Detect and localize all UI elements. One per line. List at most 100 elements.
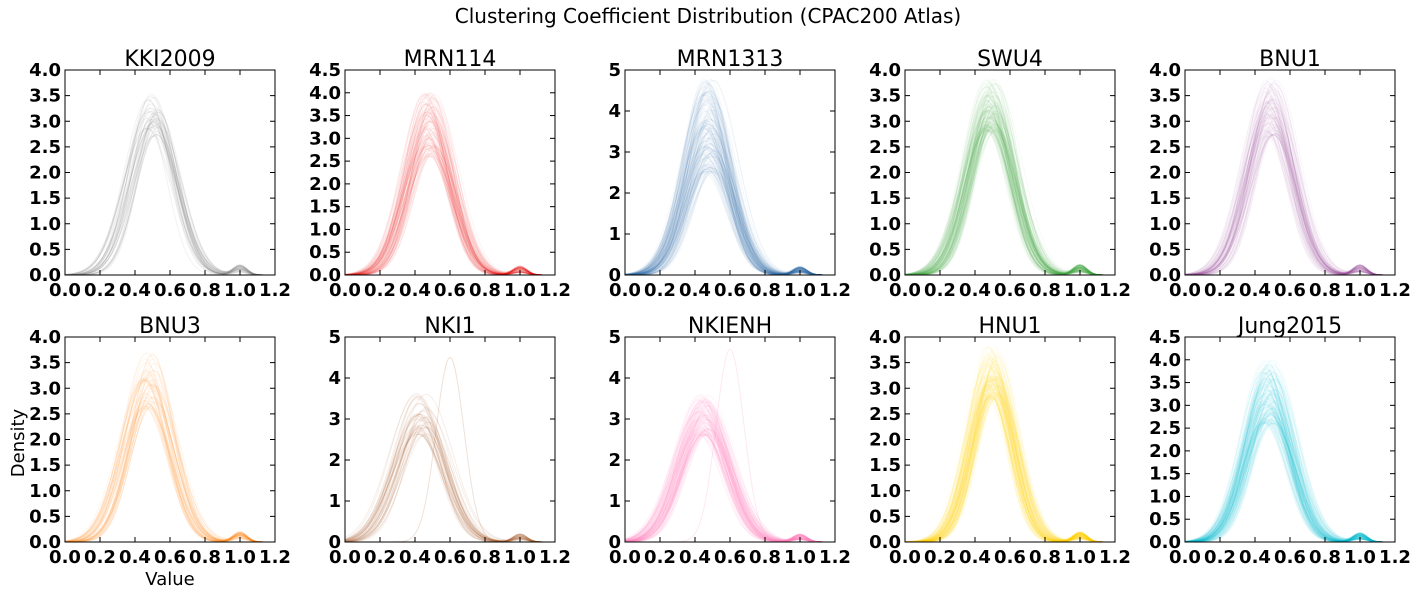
density-curve [65, 370, 275, 542]
panel-title-bnu1: BNU1 [1259, 47, 1321, 72]
density-curve [625, 155, 835, 275]
density-curve [625, 433, 835, 542]
panel-mrn1313: 0.0 0.2 0.4 0.6 0.8 1.0 1.2 0 1 2 3 4 5 MRN1313 [608, 47, 850, 301]
density-curve [1185, 378, 1395, 542]
density-curve [345, 103, 555, 275]
density-curve [625, 407, 835, 542]
density-curve [345, 128, 555, 275]
density-curve [625, 100, 835, 275]
density-curve [625, 398, 835, 542]
density-curve [625, 425, 835, 542]
density-curve [905, 123, 1115, 275]
density-curve [65, 380, 275, 542]
density-curve [65, 111, 275, 275]
density-curve [905, 125, 1115, 275]
density-curve [625, 414, 835, 542]
y-tick-label: 1.5 [869, 455, 901, 476]
density-curve [905, 95, 1115, 275]
density-curve [1185, 364, 1395, 542]
density-curve [905, 130, 1115, 275]
x-tick-label: 1.2 [539, 280, 571, 301]
density-curve [905, 99, 1115, 275]
density-curve [1185, 98, 1395, 275]
density-curve [905, 105, 1115, 275]
x-tick-label: 1.2 [1379, 547, 1411, 568]
y-tick-label: 1 [608, 224, 621, 245]
density-curve [1185, 124, 1395, 275]
density-curve [345, 93, 555, 275]
density-curve [625, 405, 835, 542]
y-tick-label: 1.0 [1149, 214, 1181, 235]
density-curve [625, 399, 835, 542]
density-curve [905, 375, 1115, 542]
density-curve [625, 424, 835, 542]
y-tick-label: 2.5 [1149, 418, 1181, 439]
y-tick-label: 3.5 [869, 353, 901, 374]
density-curve [625, 105, 835, 275]
density-curve [625, 118, 835, 275]
density-curve [625, 93, 835, 275]
density-curve [625, 432, 835, 542]
density-curve [905, 130, 1115, 275]
density-curve [625, 432, 835, 542]
density-curve [1185, 80, 1395, 275]
density-curve [1185, 412, 1395, 542]
panel-grid: 0.0 0.2 0.4 0.6 0.8 1.0 1.20.00.51.01.52.02.53… [29, 47, 1411, 568]
density-curve [905, 376, 1115, 542]
density-curve [1185, 130, 1395, 275]
density-curve [1185, 401, 1395, 542]
density-curve [65, 110, 275, 275]
density-curve [905, 83, 1115, 275]
density-curve [625, 115, 835, 275]
density-curve [625, 405, 835, 542]
density-curve [1185, 104, 1395, 275]
density-curve [345, 143, 555, 275]
density-curve [65, 392, 275, 542]
x-tick-label: 1.0 [1064, 280, 1096, 301]
density-curve [1185, 111, 1395, 275]
density-curve [1185, 389, 1395, 542]
y-tick-label: 2.0 [869, 430, 901, 451]
y-tick-label: 3.0 [869, 111, 901, 132]
panel-hnu1: 0.0 0.2 0.4 0.6 0.8 1.0 1.20.00.51.01.52.02.53… [869, 314, 1131, 568]
y-tick-label: 4.0 [1149, 350, 1181, 371]
density-curve [1185, 105, 1395, 275]
density-curve [625, 399, 835, 542]
density-curve [1185, 97, 1395, 275]
density-curve [345, 108, 555, 275]
density-curve [345, 103, 555, 275]
density-curve [905, 376, 1115, 542]
density-curve [345, 146, 555, 275]
density-curve [65, 406, 275, 542]
density-curve [625, 427, 835, 542]
density-curve [905, 360, 1115, 542]
density-curve [345, 153, 555, 275]
y-tick-label: 0.0 [29, 265, 61, 286]
y-tick-label: 1.0 [29, 481, 61, 502]
x-tick-label: 0.6 [154, 280, 186, 301]
density-curve [905, 79, 1115, 275]
density-curve [625, 147, 835, 275]
density-curve [625, 426, 835, 542]
x-tick-label: 0.2 [84, 280, 116, 301]
y-tick-label: 3.5 [29, 353, 61, 374]
density-curve [905, 383, 1115, 542]
density-curve [905, 112, 1115, 275]
density-curve [65, 96, 275, 275]
density-curve [905, 391, 1115, 542]
panel-bnu3: 0.0 0.2 0.4 0.6 0.8 1.0 1.20.00.51.01.52.02.53… [29, 314, 291, 568]
density-curve [905, 124, 1115, 275]
density-curve [345, 416, 555, 542]
density-curve [625, 428, 835, 542]
y-tick-label: 3.0 [869, 378, 901, 399]
density-curve [1185, 115, 1395, 275]
density-curve [905, 110, 1115, 275]
density-curve [1185, 393, 1395, 542]
density-curve [1185, 383, 1395, 542]
y-tick-label: 1.0 [869, 481, 901, 502]
density-curve [345, 429, 555, 542]
density-curve [1185, 86, 1395, 275]
y-tick-label: 4.0 [869, 327, 901, 348]
density-curve [1185, 405, 1395, 542]
density-curve [65, 377, 275, 542]
